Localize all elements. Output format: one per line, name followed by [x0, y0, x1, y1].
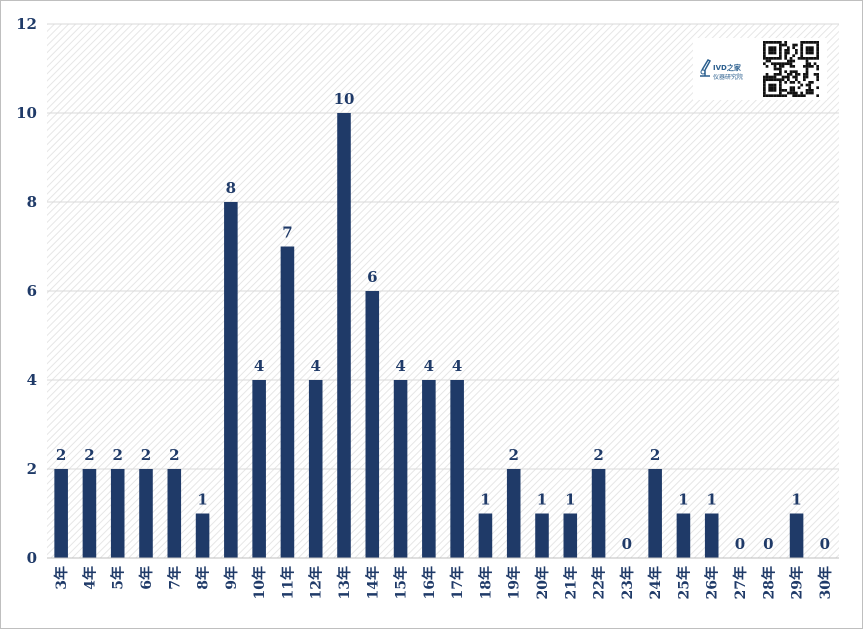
bar	[506, 469, 521, 558]
data-label: 7	[282, 224, 292, 242]
data-label: 2	[508, 446, 518, 464]
data-label: 10	[334, 90, 355, 108]
logo-watermark: IVD之家 仪器研究院	[693, 38, 827, 100]
y-tick-label: 10	[16, 104, 37, 122]
y-tick-label: 12	[16, 15, 37, 33]
y-axis-ticks: 0 2 4 6 8 10 12	[16, 15, 37, 567]
data-label: 1	[537, 491, 547, 509]
bar	[280, 246, 295, 558]
x-tick-label: 24年	[647, 566, 664, 599]
x-tick-label: 5年	[110, 566, 127, 590]
data-label: 0	[622, 535, 632, 553]
x-tick-label: 17年	[449, 566, 466, 599]
y-tick-label: 2	[27, 460, 37, 478]
x-tick-label: 4年	[81, 566, 98, 590]
bar	[365, 291, 380, 558]
x-tick-label: 28年	[760, 566, 777, 599]
bar	[54, 469, 68, 558]
x-tick-label: 9年	[223, 566, 240, 590]
bar	[195, 513, 210, 558]
y-tick-label: 6	[27, 282, 37, 300]
bar	[648, 469, 662, 558]
x-tick-label: 27年	[732, 566, 749, 599]
bar	[224, 202, 238, 558]
x-tick-label: 20年	[534, 566, 551, 599]
x-tick-label: 13年	[336, 566, 353, 599]
data-label: 4	[452, 357, 462, 375]
qr-code-icon	[763, 41, 819, 97]
bar	[450, 380, 464, 558]
data-label: 0	[735, 535, 745, 553]
microscope-icon	[700, 59, 712, 77]
x-tick-label: 8年	[195, 566, 212, 590]
bar	[789, 513, 804, 558]
data-label: 2	[141, 446, 151, 464]
x-tick-label: 15年	[393, 566, 410, 599]
data-label: 0	[763, 535, 773, 553]
data-label: 6	[367, 268, 377, 286]
data-label: 2	[56, 446, 66, 464]
x-tick-label: 21年	[562, 566, 579, 599]
bar	[82, 469, 97, 558]
x-tick-label: 11年	[279, 566, 296, 599]
bar	[422, 380, 436, 558]
x-tick-label: 10年	[251, 566, 268, 599]
y-tick-label: 4	[27, 371, 37, 389]
data-label: 4	[254, 357, 264, 375]
data-label: 8	[226, 179, 236, 197]
data-label: 2	[169, 446, 179, 464]
y-tick-label: 8	[27, 193, 37, 211]
data-label: 1	[678, 491, 688, 509]
data-label: 2	[650, 446, 660, 464]
bar	[139, 469, 153, 558]
logo-subtitle: 仪器研究院	[713, 74, 744, 81]
y-tick-label: 0	[27, 549, 37, 567]
x-tick-label: 30年	[817, 566, 834, 599]
bar	[478, 513, 493, 558]
x-tick-label: 18年	[477, 566, 494, 599]
data-label: 1	[197, 491, 207, 509]
x-tick-label: 6年	[138, 566, 155, 590]
x-tick-label: 29年	[789, 566, 806, 599]
x-tick-label: 22年	[591, 566, 608, 599]
x-tick-label: 19年	[506, 566, 523, 599]
data-label: 2	[593, 446, 603, 464]
x-tick-label: 14年	[364, 566, 381, 599]
bar	[308, 380, 323, 558]
bar	[167, 469, 182, 558]
bar	[110, 469, 125, 558]
bar	[252, 380, 266, 558]
data-label: 1	[791, 491, 801, 509]
bar	[535, 513, 549, 558]
data-label: 4	[395, 357, 405, 375]
data-label: 1	[565, 491, 575, 509]
bars	[54, 113, 804, 558]
x-tick-label: 7年	[166, 566, 183, 590]
logo-brand: IVD之家	[713, 64, 741, 72]
data-label: 4	[424, 357, 434, 375]
x-tick-label: 23年	[619, 566, 636, 599]
bar	[676, 513, 691, 558]
x-tick-label: 16年	[421, 566, 438, 599]
bar	[704, 513, 719, 558]
x-tick-label: 12年	[308, 566, 325, 599]
data-label: 1	[706, 491, 716, 509]
data-label: 0	[820, 535, 830, 553]
data-label: 2	[112, 446, 122, 464]
bar	[337, 113, 351, 558]
gridlines	[47, 23, 839, 470]
x-tick-label: 3年	[53, 566, 70, 590]
bar	[591, 469, 606, 558]
data-label: 4	[310, 357, 320, 375]
data-label: 2	[84, 446, 94, 464]
bar	[563, 513, 578, 558]
data-label: 1	[480, 491, 490, 509]
logo-text: IVD之家 仪器研究院	[713, 64, 759, 82]
bar	[393, 380, 408, 558]
x-tick-label: 25年	[675, 566, 692, 599]
x-tick-label: 26年	[704, 566, 721, 599]
x-axis-ticks: 3年 4年 5年 6年 7年 8年 9年 10年 11年 12年 13年 14年 15年 16年 17年 18…	[53, 566, 834, 599]
